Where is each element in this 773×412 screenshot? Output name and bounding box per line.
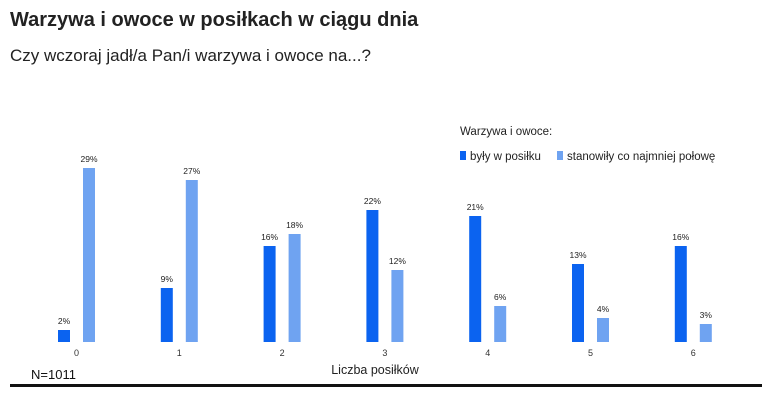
- bar-series-1-cat-6: [674, 246, 687, 342]
- data-label-series-2-cat-6: 3%: [700, 310, 713, 320]
- bar-series-1-cat-2: [263, 246, 276, 342]
- x-axis-label: Liczba posiłków: [331, 363, 420, 377]
- bar-series-2-cat-2: [288, 234, 301, 342]
- bar-series-1-cat-3: [366, 210, 379, 342]
- legend-title: Warzywa i owoce:: [460, 126, 552, 138]
- x-tick-label-4: 4: [485, 348, 490, 358]
- bar-series-1-cat-1: [160, 288, 173, 342]
- bar-series-2-cat-5: [597, 318, 609, 342]
- bottom-rule: [10, 384, 762, 387]
- bar-series-1-cat-5: [572, 264, 584, 342]
- bar-series-2-cat-1: [185, 180, 198, 342]
- data-label-series-2-cat-2: 18%: [286, 220, 303, 230]
- bar-series-2-cat-0: [83, 168, 95, 342]
- x-tick-label-3: 3: [382, 348, 387, 358]
- data-label-series-2-cat-1: 27%: [183, 166, 200, 176]
- bar-series-1-cat-4: [469, 216, 482, 342]
- legend-swatch-series-2: [557, 151, 563, 160]
- data-label-series-1-cat-0: 2%: [58, 316, 71, 326]
- bar-series-1-cat-0: [58, 330, 70, 342]
- data-label-series-1-cat-3: 22%: [364, 196, 381, 206]
- legend-label-series-2: stanowiły co najmniej połowę: [567, 151, 715, 163]
- data-label-series-1-cat-5: 13%: [569, 250, 586, 260]
- sample-size-note: N=1011: [31, 367, 76, 382]
- data-label-series-1-cat-2: 16%: [261, 232, 278, 242]
- data-label-series-2-cat-3: 12%: [389, 256, 406, 266]
- data-label-series-2-cat-4: 6%: [494, 292, 507, 302]
- x-tick-label-0: 0: [74, 348, 79, 358]
- data-label-series-2-cat-0: 29%: [80, 154, 97, 164]
- bar-series-2-cat-6: [699, 324, 712, 342]
- x-tick-label-2: 2: [280, 348, 285, 358]
- legend: Warzywa i owoce: były w posiłku stanowił…: [460, 126, 715, 163]
- legend-label-series-1: były w posiłku: [470, 151, 541, 163]
- data-label-series-1-cat-6: 16%: [672, 232, 689, 242]
- chart-title: Warzywa i owoce w posiłkach w ciągu dnia: [10, 9, 419, 31]
- x-tick-labels: 0 1 2 3 4 5 6: [74, 348, 696, 358]
- bar-series-2-cat-3: [391, 270, 404, 342]
- x-tick-label-1: 1: [177, 348, 182, 358]
- x-tick-label-5: 5: [588, 348, 593, 358]
- data-label-series-2-cat-5: 4%: [597, 304, 610, 314]
- bar-series-2-cat-4: [494, 306, 507, 342]
- bars-group: 2% 29% 9% 27% 16% 18% 22% 12% 21% 6% 13% 4% 16% 3%: [58, 154, 713, 342]
- data-label-series-1-cat-4: 21%: [467, 202, 484, 212]
- x-tick-label-6: 6: [691, 348, 696, 358]
- data-label-series-1-cat-1: 9%: [161, 274, 174, 284]
- chart-subtitle: Czy wczoraj jadł/a Pan/i warzywa i owoce…: [10, 46, 371, 65]
- legend-swatch-series-1: [460, 151, 466, 160]
